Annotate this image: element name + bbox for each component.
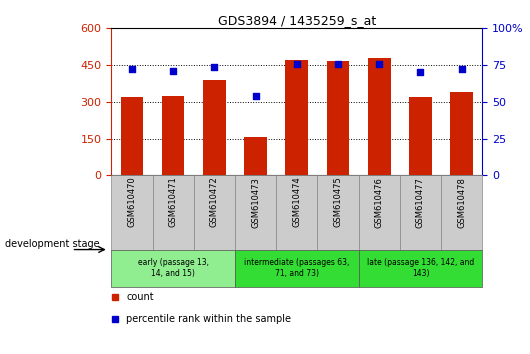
Point	[375, 61, 384, 67]
Text: GSM610472: GSM610472	[210, 177, 219, 228]
Point	[334, 61, 342, 67]
Bar	[235, 175, 276, 250]
Bar	[368, 58, 391, 175]
Bar	[235, 250, 359, 287]
Bar	[203, 80, 226, 175]
Point	[169, 68, 178, 74]
Bar	[359, 175, 400, 250]
Bar	[286, 60, 308, 175]
Text: count: count	[126, 292, 154, 302]
Text: late (passage 136, 142, and
143): late (passage 136, 142, and 143)	[367, 258, 474, 278]
Text: GSM610471: GSM610471	[169, 177, 178, 228]
Bar	[317, 175, 359, 250]
Title: GDS3894 / 1435259_s_at: GDS3894 / 1435259_s_at	[218, 14, 376, 27]
Bar	[153, 175, 194, 250]
Bar	[326, 61, 349, 175]
Text: GSM610477: GSM610477	[416, 177, 425, 228]
Bar	[359, 250, 482, 287]
Bar	[194, 175, 235, 250]
Bar	[450, 92, 473, 175]
Text: GSM610478: GSM610478	[457, 177, 466, 228]
Bar	[111, 175, 153, 250]
Text: percentile rank within the sample: percentile rank within the sample	[126, 314, 291, 324]
Point	[457, 67, 466, 72]
Text: GSM610475: GSM610475	[333, 177, 342, 228]
Text: GSM610473: GSM610473	[251, 177, 260, 228]
Bar	[441, 175, 482, 250]
Bar	[400, 175, 441, 250]
Bar	[244, 137, 267, 175]
Bar	[120, 97, 143, 175]
Text: GSM610476: GSM610476	[375, 177, 384, 228]
Bar	[276, 175, 317, 250]
Bar	[162, 96, 184, 175]
Point	[210, 64, 218, 69]
Text: development stage: development stage	[5, 239, 100, 249]
Point	[251, 93, 260, 99]
Text: GSM610474: GSM610474	[293, 177, 301, 228]
Text: early (passage 13,
14, and 15): early (passage 13, 14, and 15)	[138, 258, 209, 278]
Bar	[111, 250, 235, 287]
Point	[128, 67, 136, 72]
Point	[416, 70, 425, 75]
Text: intermediate (passages 63,
71, and 73): intermediate (passages 63, 71, and 73)	[244, 258, 349, 278]
Text: GSM610470: GSM610470	[127, 177, 136, 228]
Point	[293, 61, 301, 67]
Bar	[409, 97, 432, 175]
